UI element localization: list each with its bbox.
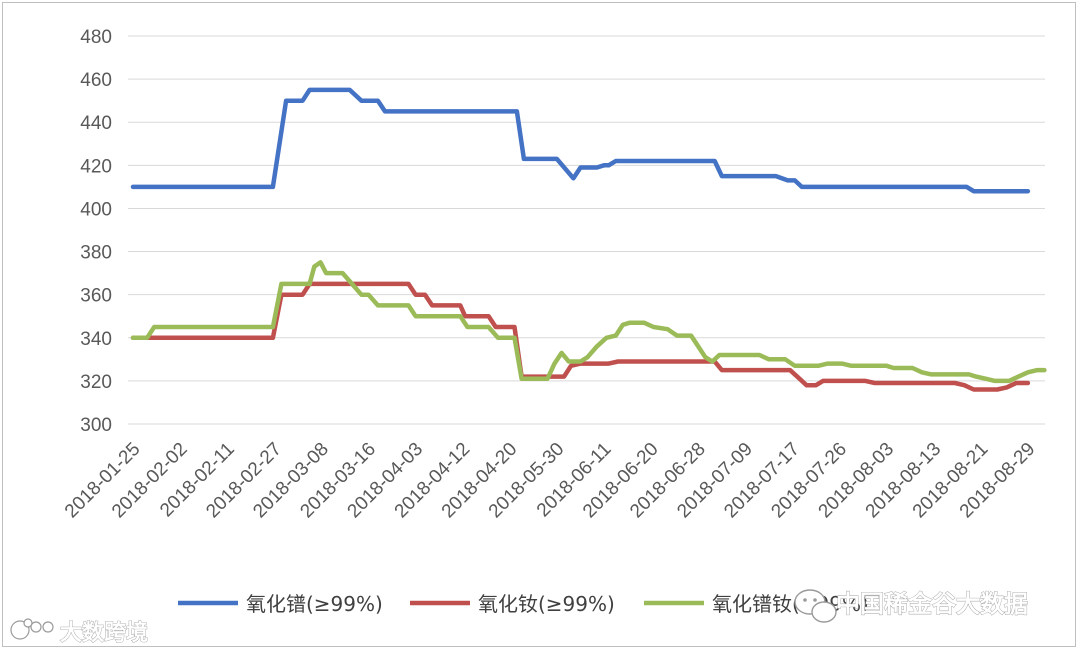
watermark-left-text: 大数跨境 [60, 620, 148, 646]
series-group [130, 87, 1047, 392]
y-tick-label: 320 [80, 372, 112, 393]
grid [128, 35, 1045, 425]
y-tick-label: 440 [80, 113, 112, 134]
y-tick-label: 400 [80, 199, 112, 220]
y-tick-label: 340 [80, 329, 112, 350]
legend-label-2: 氧化钕(≥99%) [478, 592, 615, 616]
series-line-3 [130, 260, 1047, 384]
y-tick-label: 480 [80, 27, 112, 48]
series-line-1 [130, 87, 1031, 194]
series-line-2 [130, 281, 1031, 392]
wechat-logo-icon [794, 589, 837, 623]
y-tick-label: 460 [80, 70, 112, 91]
weibo-logo-icon [10, 618, 54, 640]
y-tick-label: 300 [80, 415, 112, 436]
y-tick-label: 420 [80, 156, 112, 177]
watermark-right-text: 中国稀金谷大数据 [836, 590, 1028, 618]
y-axis: 300 320 340 360 380 400 420 440 460 480 [80, 27, 112, 436]
watermark-left: 大数跨境 [10, 618, 148, 646]
legend-label-1: 氧化镨(≥99%) [246, 592, 383, 616]
y-tick-label: 360 [80, 286, 112, 307]
legend: 氧化镨(≥99%) 氧化钕(≥99%) 氧化镨钕(≥99%) [178, 592, 869, 616]
x-axis: 2018-01-252018-02-022018-02-112018-02-27… [61, 439, 1039, 523]
y-tick-label: 380 [80, 243, 112, 264]
watermark-right: 中国稀金谷大数据 [794, 589, 1028, 623]
legend-label-3: 氧化镨钕(≥99%) [712, 592, 869, 616]
